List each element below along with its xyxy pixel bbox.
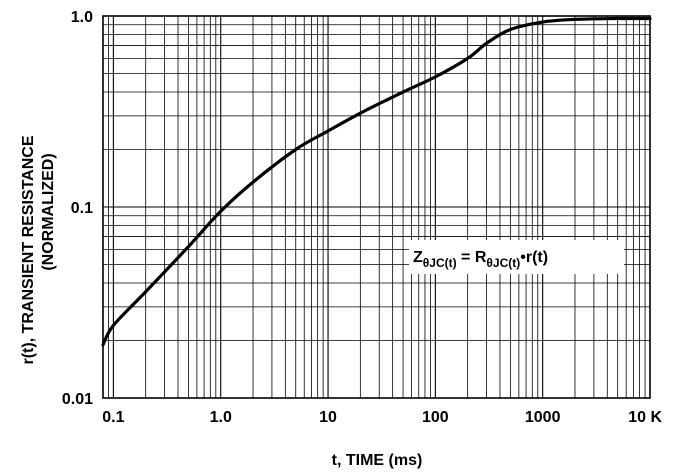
- y-tick-labels: 0.01 0.1 1.0: [62, 9, 93, 408]
- x-tick-label: 1000: [525, 409, 561, 426]
- x-axis-label: t, TIME (ms): [332, 452, 423, 469]
- grid-lines: [102, 16, 650, 399]
- y-axis-label-sub-text: (NORMALIZED): [40, 153, 57, 270]
- y-tick-label: 0.01: [62, 391, 93, 408]
- y-axis-label-main: r(t), TRANSIENT RESISTANCE: [20, 135, 37, 364]
- x-tick-label: 1.0: [210, 409, 232, 426]
- equation-eq: = R: [457, 249, 487, 266]
- equation-z-sub: θJC(t): [423, 256, 457, 270]
- x-tick-label: 10 K: [628, 409, 662, 426]
- y-axis-label: r(t), TRANSIENT RESISTANCE: [20, 135, 37, 364]
- x-tick-label: 0.1: [102, 409, 124, 426]
- y-tick-label: 0.1: [71, 200, 93, 217]
- x-tick-labels: 0.1 1.0 10 100 1000 10 K: [102, 409, 662, 426]
- y-tick-label: 1.0: [71, 9, 93, 26]
- plot-frame: [102, 15, 651, 399]
- x-tick-label: 10: [319, 409, 337, 426]
- equation-background: [409, 240, 624, 274]
- y-axis-label-sub: (NORMALIZED): [40, 153, 57, 270]
- equation-z: Z: [413, 249, 423, 266]
- equation-r-sub: θJC(t): [486, 256, 520, 270]
- x-tick-label: 100: [422, 409, 449, 426]
- equation-annotation: ZθJC(t) = RθJC(t)•r(t): [409, 240, 624, 274]
- equation-text: ZθJC(t) = RθJC(t)•r(t): [413, 249, 548, 270]
- equation-tail: •r(t): [520, 249, 548, 266]
- series-line-r-t: [101, 16, 652, 347]
